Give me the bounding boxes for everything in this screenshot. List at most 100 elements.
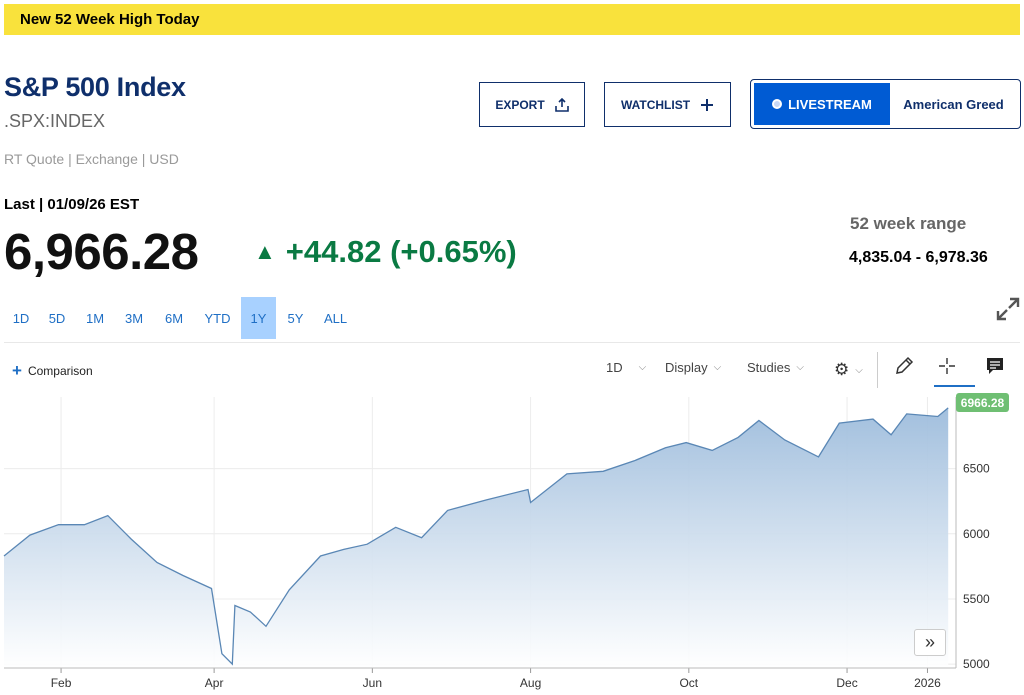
chevron-down-icon: ⌵ xyxy=(796,362,804,373)
new-high-banner: New 52 Week High Today xyxy=(4,4,1020,35)
studies-dropdown[interactable]: Studies ⌵ xyxy=(747,360,804,375)
data-point xyxy=(757,419,760,422)
last-timestamp: Last | 01/09/26 EST xyxy=(4,196,140,213)
export-button[interactable]: EXPORT xyxy=(479,82,585,127)
y-tick-label: 5500 xyxy=(963,592,990,606)
ticker-symbol: .SPX:INDEX xyxy=(4,111,106,131)
tab-1d[interactable]: 1D xyxy=(12,310,30,326)
comparison-button[interactable]: + Comparison xyxy=(12,361,93,381)
quote-meta: RT Quote | Exchange | USD xyxy=(4,151,179,167)
data-point xyxy=(265,625,268,628)
data-point xyxy=(446,509,449,512)
data-point xyxy=(231,663,234,666)
data-point xyxy=(529,501,532,504)
y-tick-label: 5000 xyxy=(963,657,990,671)
data-point xyxy=(57,523,60,526)
data-point xyxy=(233,604,236,607)
data-point xyxy=(249,611,252,614)
chevron-down-icon: ⌵ xyxy=(638,362,647,373)
data-point xyxy=(947,406,950,409)
page-title: S&P 500 Index xyxy=(4,72,186,102)
data-point xyxy=(220,652,223,655)
data-point xyxy=(83,523,86,526)
crosshair-active-indicator xyxy=(934,385,975,387)
export-label: EXPORT xyxy=(495,97,545,112)
x-tick-label: Apr xyxy=(205,676,224,690)
range-value: 4,835.04 - 6,978.36 xyxy=(849,249,988,266)
pencil-icon[interactable] xyxy=(894,356,914,376)
data-point xyxy=(838,422,841,425)
display-dropdown[interactable]: Display ⌵ xyxy=(665,360,721,375)
y-tick-label: 6500 xyxy=(963,462,990,476)
data-point xyxy=(156,561,159,564)
data-point xyxy=(872,418,875,421)
fast-forward-button[interactable]: » xyxy=(914,629,946,656)
price-change: ▲ +44.82 (+0.65%) xyxy=(254,234,517,270)
plus-icon: + xyxy=(12,361,22,380)
price-line xyxy=(3,407,949,666)
settings-dropdown[interactable]: ⚙ ⌵ xyxy=(834,360,863,380)
chevron-down-icon: ⌵ xyxy=(855,364,863,376)
data-point xyxy=(783,439,786,442)
data-point xyxy=(565,472,568,475)
crosshair-icon[interactable] xyxy=(937,356,957,376)
tab-5d[interactable]: 5D xyxy=(48,310,66,326)
data-point xyxy=(817,455,820,458)
share-icon xyxy=(554,97,569,112)
tab-1m[interactable]: 1M xyxy=(85,310,105,326)
x-tick-label: Aug xyxy=(520,676,541,690)
display-label: Display xyxy=(665,360,708,375)
data-point xyxy=(485,498,488,501)
tab-6m[interactable]: 6M xyxy=(164,310,184,326)
data-point xyxy=(936,415,939,418)
y-tick-label: 6000 xyxy=(963,527,990,541)
price-area xyxy=(4,407,949,668)
last-price: 6,966.28 xyxy=(4,223,199,280)
data-point xyxy=(905,412,908,415)
banner-text: New 52 Week High Today xyxy=(20,11,200,28)
interval-label: 1D xyxy=(606,360,623,375)
data-point xyxy=(210,587,213,590)
data-point xyxy=(366,543,369,546)
timeframe-tabs: 1D 5D 1M 3M 6M YTD 1Y 5Y ALL xyxy=(4,297,356,339)
live-dot-icon xyxy=(772,99,783,109)
data-point xyxy=(602,470,605,473)
toolbar-separator xyxy=(877,352,878,388)
comment-icon[interactable] xyxy=(985,356,1005,376)
data-point xyxy=(130,538,133,541)
data-point xyxy=(288,588,291,591)
price-change-value: +44.82 (+0.65%) xyxy=(285,234,517,269)
expand-icon[interactable] xyxy=(994,295,1022,323)
last-value-label: 6966.28 xyxy=(956,393,1009,412)
data-point xyxy=(737,436,740,439)
livestream-label: LIVESTREAM xyxy=(788,96,872,112)
data-point xyxy=(685,441,688,444)
tab-ytd[interactable]: YTD xyxy=(204,310,231,326)
price-chart[interactable]: 5000 5500 6000 6500 Feb Apr Jun Aug Oct Dec 2026 xyxy=(0,395,1024,695)
watchlist-button[interactable]: WATCHLIST xyxy=(604,82,731,127)
tab-3m[interactable]: 3M xyxy=(124,310,144,326)
data-point xyxy=(319,555,322,558)
tab-1y[interactable]: 1Y xyxy=(241,297,276,339)
tab-all[interactable]: ALL xyxy=(323,310,348,326)
x-tick-label: 2026 xyxy=(914,676,941,690)
chevron-down-icon: ⌵ xyxy=(713,362,722,373)
data-point xyxy=(3,555,6,558)
show-link[interactable]: American Greed xyxy=(903,96,1004,112)
livestream-widget: LIVESTREAM American Greed xyxy=(750,79,1021,129)
plus-icon xyxy=(701,98,714,111)
interval-dropdown[interactable]: 1D ⌵ xyxy=(606,360,646,375)
gear-icon: ⚙ xyxy=(834,360,850,379)
data-point xyxy=(711,449,714,452)
section-divider xyxy=(4,342,1020,343)
livestream-button[interactable]: LIVESTREAM xyxy=(754,83,890,125)
tab-5y[interactable]: 5Y xyxy=(287,310,304,326)
up-arrow-icon: ▲ xyxy=(254,239,276,264)
range-label: 52 week range xyxy=(850,214,967,233)
data-point xyxy=(106,514,109,517)
data-point xyxy=(342,548,345,551)
data-point xyxy=(664,446,667,449)
studies-label: Studies xyxy=(747,360,791,375)
double-chevron-right-icon: » xyxy=(924,632,935,652)
x-tick-label: Jun xyxy=(363,676,382,690)
